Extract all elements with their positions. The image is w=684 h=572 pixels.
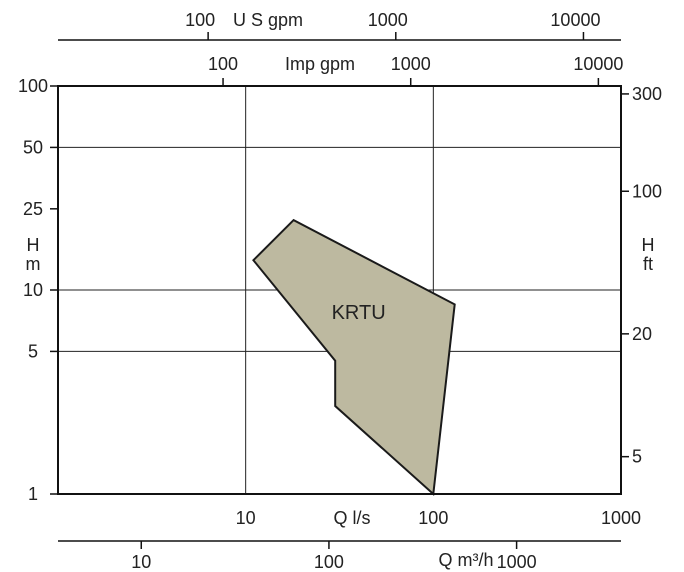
right-tick-label: 5 bbox=[632, 447, 642, 467]
usgpm-axis-label: U S gpm bbox=[233, 10, 303, 30]
top-impgpm-axis: Imp gpm 100 1000 10000 bbox=[208, 54, 623, 86]
left-tick-label: 25 bbox=[23, 199, 43, 219]
q-ls-tick-label: 10 bbox=[236, 508, 256, 528]
right-tick-label: 300 bbox=[632, 84, 662, 104]
krtu-region bbox=[252, 218, 456, 497]
usgpm-tick-label: 1000 bbox=[368, 10, 408, 30]
impgpm-axis-label: Imp gpm bbox=[285, 54, 355, 74]
bottom-m3h-axis: Q m³/h 10 100 1000 bbox=[58, 540, 621, 572]
right-axis-label-h: H bbox=[642, 235, 655, 255]
usgpm-tick-label: 100 bbox=[185, 10, 215, 30]
left-axis-label-h: H bbox=[27, 235, 40, 255]
right-axis-label-ft: ft bbox=[643, 254, 653, 274]
left-tick-label: 5 bbox=[28, 341, 38, 361]
impgpm-tick-label: 1000 bbox=[391, 54, 431, 74]
impgpm-tick-label: 10000 bbox=[573, 54, 623, 74]
left-tick-label: 1 bbox=[28, 484, 38, 504]
m3h-tick-label: 10 bbox=[131, 552, 151, 572]
q-ls-tick-label: 1000 bbox=[601, 508, 641, 528]
left-tick-label: 50 bbox=[23, 137, 43, 157]
left-tick-label: 100 bbox=[18, 76, 48, 96]
left-tick-label: 10 bbox=[23, 280, 43, 300]
q-ls-tick-label: 100 bbox=[418, 508, 448, 528]
top-usgpm-axis: U S gpm 100 1000 10000 bbox=[58, 10, 621, 41]
q-m3h-axis-label: Q m³/h bbox=[438, 550, 493, 570]
impgpm-tick-label: 100 bbox=[208, 54, 238, 74]
left-h-m-axis: H m 1 5 10 25 50 100 bbox=[18, 76, 58, 504]
usgpm-tick-label: 10000 bbox=[550, 10, 600, 30]
bottom-q-ls-axis: Q l/s 10 100 1000 bbox=[236, 508, 641, 528]
right-tick-label: 20 bbox=[632, 324, 652, 344]
m3h-tick-label: 100 bbox=[314, 552, 344, 572]
right-tick-label: 100 bbox=[632, 181, 662, 201]
m3h-tick-label: 1000 bbox=[497, 552, 537, 572]
left-axis-label-m: m bbox=[26, 254, 41, 274]
q-ls-axis-label: Q l/s bbox=[333, 508, 370, 528]
region-label: KRTU bbox=[332, 302, 386, 324]
right-h-ft-axis: H ft 5 20 100 300 bbox=[621, 84, 662, 467]
